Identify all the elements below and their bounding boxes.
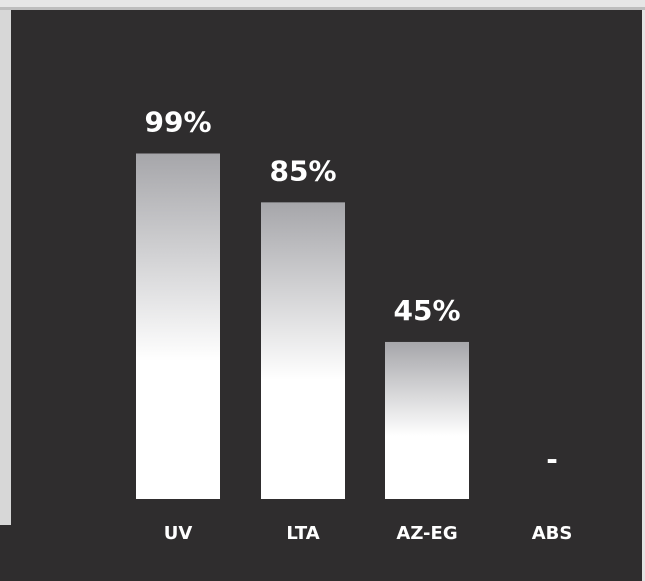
category-label-uv: UV (164, 523, 193, 544)
value-label-az-eg: 45% (393, 294, 460, 327)
bar-az-eg (385, 341, 469, 499)
category-label-az-eg: AZ-EG (396, 523, 457, 544)
category-labels-group: UV LTA AZ-EG ABS (164, 523, 573, 544)
bar-uv (136, 153, 220, 500)
top-strip (0, 0, 645, 10)
left-edge-panel (0, 10, 11, 525)
value-labels-group: 99% 85% 45% - (144, 105, 557, 476)
top-strip-shadow (0, 7, 645, 10)
right-edge-panel (642, 10, 645, 581)
bar-lta (261, 202, 345, 499)
bottom-panel (0, 525, 642, 581)
category-label-lta: LTA (286, 523, 319, 544)
category-label-abs: ABS (532, 523, 573, 544)
value-label-uv: 99% (144, 105, 211, 138)
value-label-abs: - (546, 443, 558, 476)
value-label-lta: 85% (269, 154, 336, 187)
bars-group (136, 153, 469, 500)
